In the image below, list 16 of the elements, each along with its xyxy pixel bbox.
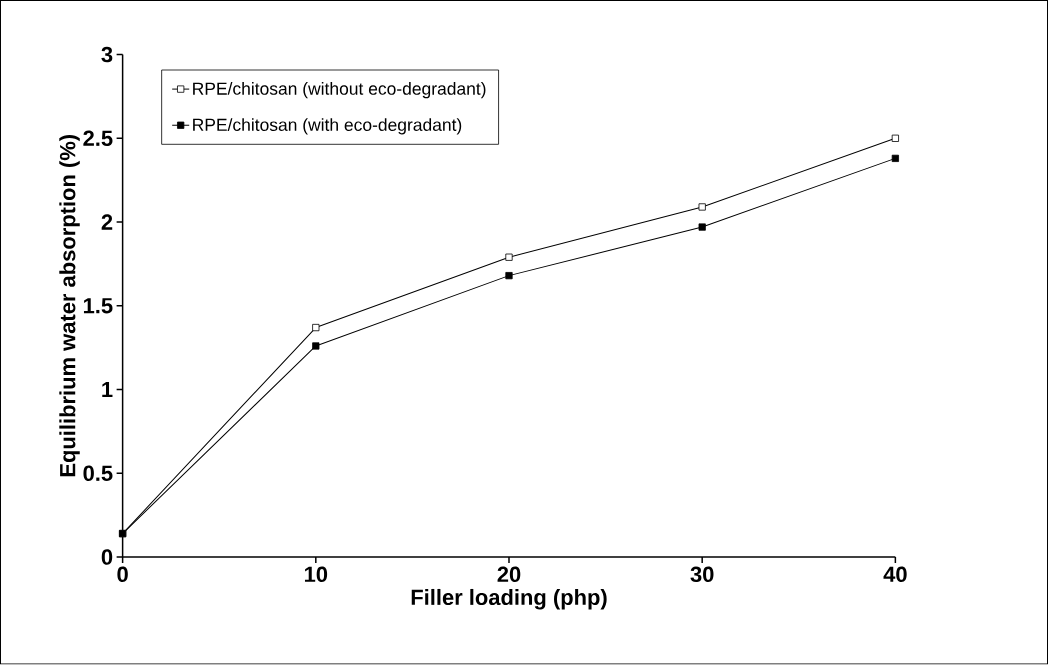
x-axis-title: Filler loading (php) xyxy=(411,589,607,610)
y-tick-label: 1.5 xyxy=(83,298,113,314)
x-tick-label: 30 xyxy=(690,566,714,583)
legend-label: RPE/chitosan (with eco-degradant) xyxy=(193,118,462,135)
y-tick-label: 2.5 xyxy=(83,130,113,147)
x-tick-label: 0 xyxy=(117,566,128,583)
x-tick-label: 10 xyxy=(304,566,328,583)
y-tick-label: 1 xyxy=(102,382,113,398)
x-tick-label: 20 xyxy=(497,566,521,583)
legend-label: RPE/chitosan (without eco-degradant) xyxy=(193,82,486,99)
y-tick-label: 3 xyxy=(101,46,113,63)
y-tick-label: 2 xyxy=(101,214,113,230)
x-tick-label: 40 xyxy=(883,566,907,583)
y-tick-label: 0 xyxy=(101,549,113,565)
y-tick-label: 0.5 xyxy=(83,465,113,482)
y-axis-title: Equilibrium water absorption (%) xyxy=(59,135,80,477)
